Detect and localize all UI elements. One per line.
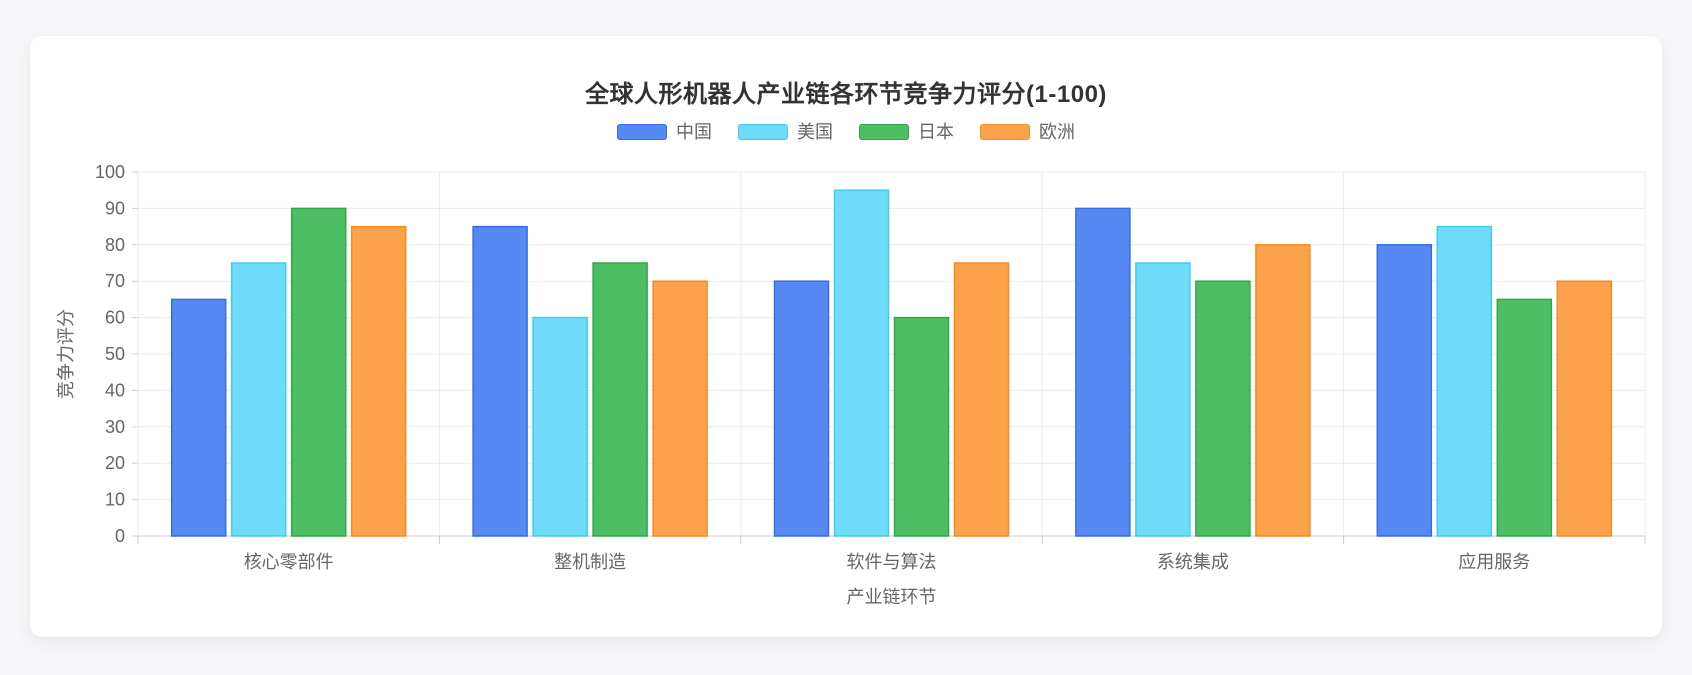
legend-label: 欧洲 (1039, 122, 1075, 142)
x-axis-title: 产业链环节 (847, 587, 937, 607)
chart-legend: 中国 美国 日本 欧洲 (30, 120, 1662, 144)
legend-item-s3[interactable]: 欧洲 (980, 123, 1075, 141)
bar-s0-c0[interactable] (170, 298, 227, 537)
y-tick-label: 40 (105, 380, 125, 400)
y-tick-label: 80 (105, 235, 125, 255)
bar-s2-c1[interactable] (592, 262, 648, 537)
bar-s3-c4[interactable] (1556, 280, 1613, 537)
legend-item-s1[interactable]: 美国 (738, 123, 833, 141)
bar-s3-c2[interactable] (953, 262, 1010, 537)
x-tick-label: 应用服务 (1458, 552, 1530, 572)
x-tick-label: 核心零部件 (244, 552, 334, 572)
legend-label: 中国 (676, 122, 712, 142)
legend-swatch-icon (738, 124, 788, 140)
legend-swatch-icon (617, 124, 667, 140)
y-tick-label: 10 (105, 490, 125, 510)
bar-s3-c3[interactable] (1255, 244, 1311, 537)
legend-label: 美国 (797, 122, 833, 142)
legend-item-s0[interactable]: 中国 (617, 123, 712, 141)
x-tick-label: 软件与算法 (847, 552, 937, 572)
y-axis-title: 竞争力评分 (56, 309, 76, 399)
y-tick-label: 60 (105, 308, 125, 328)
y-tick-label: 90 (105, 198, 125, 218)
y-tick-label: 50 (105, 344, 125, 364)
legend-swatch-icon (980, 124, 1030, 140)
bar-s0-c1[interactable] (472, 225, 528, 537)
bar-s2-c4[interactable] (1496, 298, 1553, 537)
bar-s1-c1[interactable] (532, 316, 588, 537)
y-tick-label: 0 (115, 526, 125, 546)
y-tick-label: 70 (105, 271, 125, 291)
bar-s3-c0[interactable] (350, 225, 407, 537)
bar-s0-c4[interactable] (1376, 244, 1433, 537)
bar-s1-c4[interactable] (1436, 225, 1493, 537)
bar-s1-c3[interactable] (1135, 262, 1191, 537)
bar-s1-c2[interactable] (833, 189, 890, 537)
y-tick-label: 20 (105, 453, 125, 473)
bar-s3-c1[interactable] (652, 280, 708, 537)
bar-s2-c0[interactable] (290, 207, 347, 537)
x-tick-label: 整机制造 (554, 552, 626, 572)
y-tick-label: 100 (95, 162, 125, 182)
legend-item-s2[interactable]: 日本 (859, 123, 954, 141)
bar-s2-c2[interactable] (893, 316, 950, 537)
chart-title: 全球人形机器人产业链各环节竞争力评分(1-100) (585, 81, 1107, 108)
bar-s2-c3[interactable] (1195, 280, 1251, 537)
y-tick-label: 30 (105, 417, 125, 437)
legend-swatch-icon (859, 124, 909, 140)
bar-s1-c0[interactable] (230, 262, 287, 537)
bar-s0-c3[interactable] (1075, 207, 1131, 537)
bar-s0-c2[interactable] (773, 280, 830, 537)
legend-label: 日本 (918, 122, 954, 142)
chart-card: 全球人形机器人产业链各环节竞争力评分(1-100) 中国 美国 日本 欧洲 0 10 20… (30, 36, 1662, 637)
chart-canvas: 0 10 20 30 40 50 60 70 80 90 100 核心零部件 整机制造 软件与算法 系统集成… (56, 162, 1646, 607)
x-tick-label: 系统集成 (1157, 552, 1229, 572)
